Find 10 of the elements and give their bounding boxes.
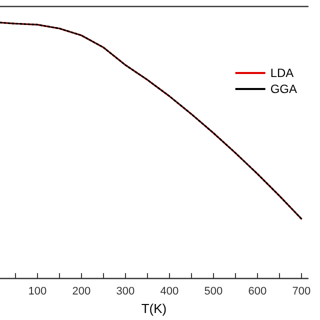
legend-label: GGA <box>270 82 297 96</box>
x-tick-label: 700 <box>292 286 311 298</box>
x-tick-label: 300 <box>116 286 135 298</box>
x-axis-title: T(K) <box>141 301 167 316</box>
x-tick-label: 500 <box>204 286 223 298</box>
x-tick-label: 600 <box>248 286 267 298</box>
x-tick-label: 200 <box>72 286 91 298</box>
x-tick-label: 100 <box>28 286 47 298</box>
legend-label: LDA <box>270 66 294 80</box>
x-tick-label: 400 <box>160 286 179 298</box>
